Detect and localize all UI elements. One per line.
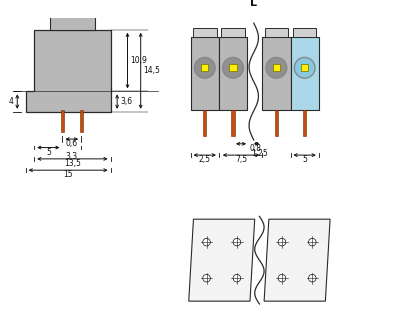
Circle shape: [308, 275, 316, 282]
Text: 15: 15: [63, 170, 73, 180]
Text: L: L: [250, 0, 257, 8]
Bar: [275, 110, 278, 136]
Text: 7,5: 7,5: [235, 155, 247, 164]
Circle shape: [233, 238, 241, 246]
Circle shape: [223, 57, 243, 78]
Circle shape: [203, 238, 210, 246]
Circle shape: [233, 275, 241, 282]
Bar: [232, 110, 234, 136]
Bar: [303, 110, 306, 136]
Text: 14,5: 14,5: [144, 66, 160, 75]
Bar: [193, 28, 216, 37]
Text: 5: 5: [302, 155, 307, 164]
Bar: [50, 16, 95, 30]
Bar: [203, 110, 206, 136]
Circle shape: [308, 238, 316, 246]
Text: 4: 4: [9, 97, 14, 106]
Bar: [273, 64, 280, 71]
Text: 3,6: 3,6: [120, 97, 132, 106]
Text: 2,5: 2,5: [199, 155, 211, 164]
Circle shape: [194, 57, 215, 78]
Polygon shape: [189, 219, 255, 301]
Bar: [80, 110, 83, 132]
Bar: [230, 64, 236, 71]
Bar: [221, 28, 245, 37]
Bar: [78, 3, 89, 16]
Text: 0,6: 0,6: [66, 139, 78, 148]
Bar: [290, 37, 319, 110]
Polygon shape: [264, 219, 330, 301]
Text: 0,8: 0,8: [250, 144, 262, 153]
Polygon shape: [26, 30, 110, 112]
Text: 3,3: 3,3: [66, 152, 78, 161]
Circle shape: [294, 57, 315, 78]
Text: 1,25: 1,25: [251, 148, 268, 157]
Bar: [264, 28, 288, 37]
Circle shape: [203, 275, 210, 282]
Bar: [56, 3, 67, 16]
Bar: [61, 110, 64, 132]
Bar: [262, 37, 290, 110]
Circle shape: [278, 238, 286, 246]
Circle shape: [266, 57, 287, 78]
Bar: [293, 28, 316, 37]
Circle shape: [278, 275, 286, 282]
Text: 10,9: 10,9: [130, 56, 147, 65]
Bar: [219, 37, 247, 110]
Text: 5: 5: [46, 148, 51, 157]
Text: 13,5: 13,5: [64, 159, 81, 168]
Bar: [191, 37, 219, 110]
Bar: [67, 3, 78, 16]
Bar: [201, 64, 208, 71]
Bar: [301, 64, 308, 71]
